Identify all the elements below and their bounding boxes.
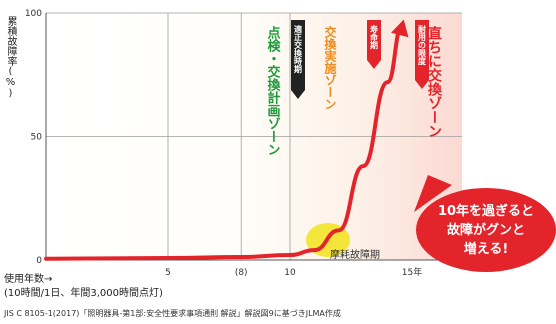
x-tick-label-0: 5 (165, 268, 171, 278)
callout-pointer (414, 175, 452, 212)
zones: 点検・交換計画ゾーン 交換実施ゾーン 直ちに交換ゾーン (265, 25, 443, 156)
marker-label-1: 寿命期 (369, 24, 379, 50)
marker-tag-1 (367, 20, 381, 69)
x-tick-label-3: 15年 (402, 266, 422, 278)
series-arrowhead-0 (391, 19, 409, 38)
y-axis-label: 累積故障率(%) (5, 16, 16, 99)
callout: 10年を過ぎると 故障がグンと 増える! (414, 175, 556, 272)
x-axis-label-2: (10時間/1日、年間3,000時間点灯) (4, 286, 163, 299)
x-tick-label-2: 10 (284, 268, 296, 278)
marker-tag-0 (291, 20, 305, 99)
y-tick-label-100: 100 (25, 9, 42, 19)
markers: 適正交換時期 寿命期 耐用の限度 (291, 20, 429, 99)
callout-line-1: 10年を過ぎると (438, 203, 534, 219)
region-label: 摩耗故障期 (330, 248, 380, 261)
series (44, 19, 409, 261)
y-tick-label-0: 0 (36, 256, 42, 266)
zone-label-2: 直ちに交換ゾーン (426, 25, 442, 138)
marker-0: 適正交換時期 (291, 20, 305, 99)
callout-bubble (416, 188, 556, 272)
grid (46, 12, 462, 260)
marker-2: 耐用の限度 (415, 20, 429, 89)
zone-label-1: 交換実施ゾーン (323, 25, 337, 110)
series-line-0 (44, 23, 405, 261)
x-axis-label-1: 使用年数→ (4, 272, 52, 285)
marker-1: 寿命期 (367, 20, 381, 69)
zone-label-0: 点検・交換計画ゾーン (265, 25, 281, 156)
marker-label-0: 適正交換時期 (293, 24, 303, 74)
marker-tag-2 (415, 20, 429, 89)
callout-line-2: 故障がグンと (447, 222, 525, 238)
x-tick-label-1: (8) (235, 268, 248, 278)
marker-label-2: 耐用の限度 (417, 24, 427, 66)
y-tick-label-50: 50 (31, 133, 43, 143)
source-note: JIS C 8105-1(2017)「照明器具-第1部:安全性要求事項通則 解説… (3, 308, 341, 318)
callout-line-3: 増える! (464, 241, 509, 257)
